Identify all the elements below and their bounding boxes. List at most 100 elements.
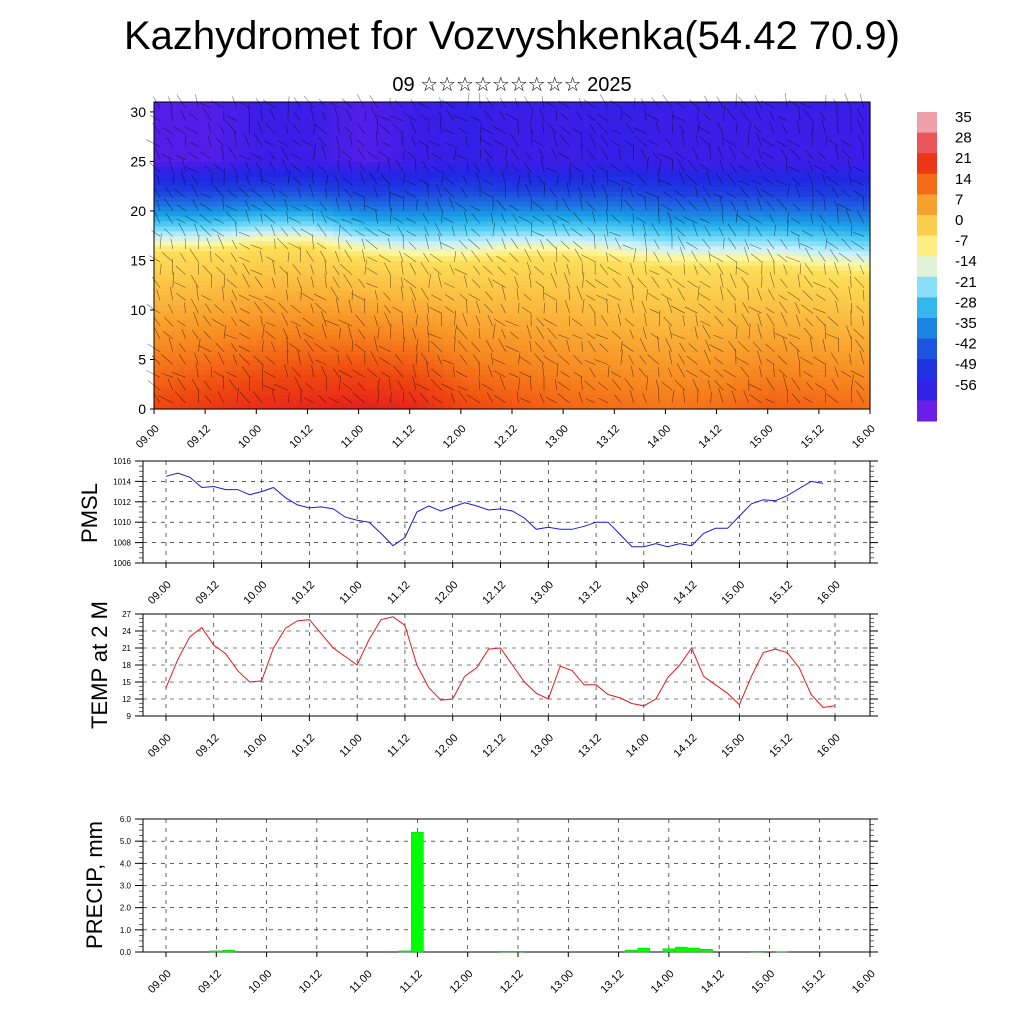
heatmap-cell [281,290,291,296]
heatmap-cell [580,102,590,108]
heatmap-cell [154,334,164,341]
heatmap-cell [324,305,334,311]
heatmap-cell [494,379,505,385]
heatmap-cell [673,349,684,356]
heatmap-cell [273,235,283,242]
heatmap-cell [477,186,488,192]
heatmap-cell [426,220,436,227]
heatmap-cell [512,404,522,410]
heatmap-cell [725,285,735,291]
heatmap-cell [239,116,249,123]
heatmap-cell [358,369,368,375]
heatmap-cell [333,111,343,118]
heatmap-cell [333,161,343,167]
heatmap-cell [333,285,343,291]
heatmap-cell [247,300,257,306]
heatmap-cell [784,235,794,242]
heatmap-cell [691,305,701,311]
heatmap-cell [750,364,760,370]
heatmap-cell [418,141,428,148]
heatmap-cell [699,111,709,118]
heatmap-cell [222,285,232,291]
heatmap-cell [827,116,837,123]
heatmap-cell [188,191,198,197]
heatmap-cell [477,389,488,395]
heatmap-cell [315,369,326,375]
heatmap-cell [290,146,300,153]
heatmap-cell [673,225,684,232]
heatmap-cell [691,161,701,167]
heatmap-cell [154,339,164,346]
heatmap-cell [196,240,206,247]
heatmap-cell [776,126,786,133]
heatmap-cell [801,205,811,212]
heatmap-cell [537,349,547,356]
heatmap-cell [708,156,718,163]
heatmap-cell [648,384,658,390]
heatmap-cell [725,314,735,321]
heatmap-cell [656,339,667,346]
heatmap-cell [401,379,411,385]
heatmap-cell [673,181,684,187]
heatmap-cell [733,102,743,108]
heatmap-cell [835,265,846,271]
heatmap-cell [171,290,181,296]
heatmap-cell [673,235,684,242]
heatmap-cell [171,309,181,316]
heatmap-cell [494,260,505,266]
heatmap-cell [162,151,172,158]
heatmap-cell [733,116,743,123]
heatmap-cell [494,349,505,356]
heatmap-cell [682,290,692,296]
heatmap-cell [418,374,428,380]
heatmap-cell [315,210,326,217]
heatmap-cell [477,344,488,351]
heatmap-cell [333,265,343,271]
heatmap-cell [179,116,189,123]
heatmap-cell [264,196,274,202]
heatmap-cell [358,176,368,182]
heatmap-cell [725,156,735,163]
heatmap-cell [631,166,641,172]
heatmap-cell [171,126,181,133]
heatmap-cell [426,404,436,410]
heatmap-cell [426,136,436,143]
heatmap-cell [512,176,522,182]
heatmap-cell [503,394,513,400]
heatmap-cell [469,389,479,395]
heatmap-cell [290,295,300,301]
heatmap-cell [580,225,590,232]
heatmap-cell [154,191,164,197]
heatmap-cell [162,280,172,286]
heatmap-cell [290,290,300,296]
heatmap-cell [315,354,326,361]
heatmap-cell [367,136,377,143]
heatmap-cell [682,141,692,148]
heatmap-cell [298,126,309,133]
heatmap-cell [196,369,206,375]
heatmap-cell [656,151,667,158]
heatmap-cell [222,146,232,153]
heatmap-cell [665,329,675,336]
heatmap-cell [691,319,701,326]
heatmap-cell [341,210,351,217]
heatmap-cell [477,354,488,361]
heatmap-cell [443,394,453,400]
heatmap-cell [307,334,317,341]
heatmap-cell [699,309,709,316]
heatmap-cell [784,201,794,207]
heatmap-cell [333,389,343,395]
heatmap-cell [631,379,641,385]
heatmap-cell [205,225,215,232]
heatmap-cell [324,186,334,192]
heatmap-cell [554,102,564,108]
heatmap-cell [801,235,811,242]
heatmap-cell [810,250,820,257]
heatmap-cell [273,324,283,331]
heatmap-cell [725,225,735,232]
heatmap-cell [350,111,360,118]
heatmap-cell [810,324,820,331]
heatmap-cell [656,324,667,331]
heatmap-cell [682,404,692,410]
heatmap-cell [494,225,505,232]
